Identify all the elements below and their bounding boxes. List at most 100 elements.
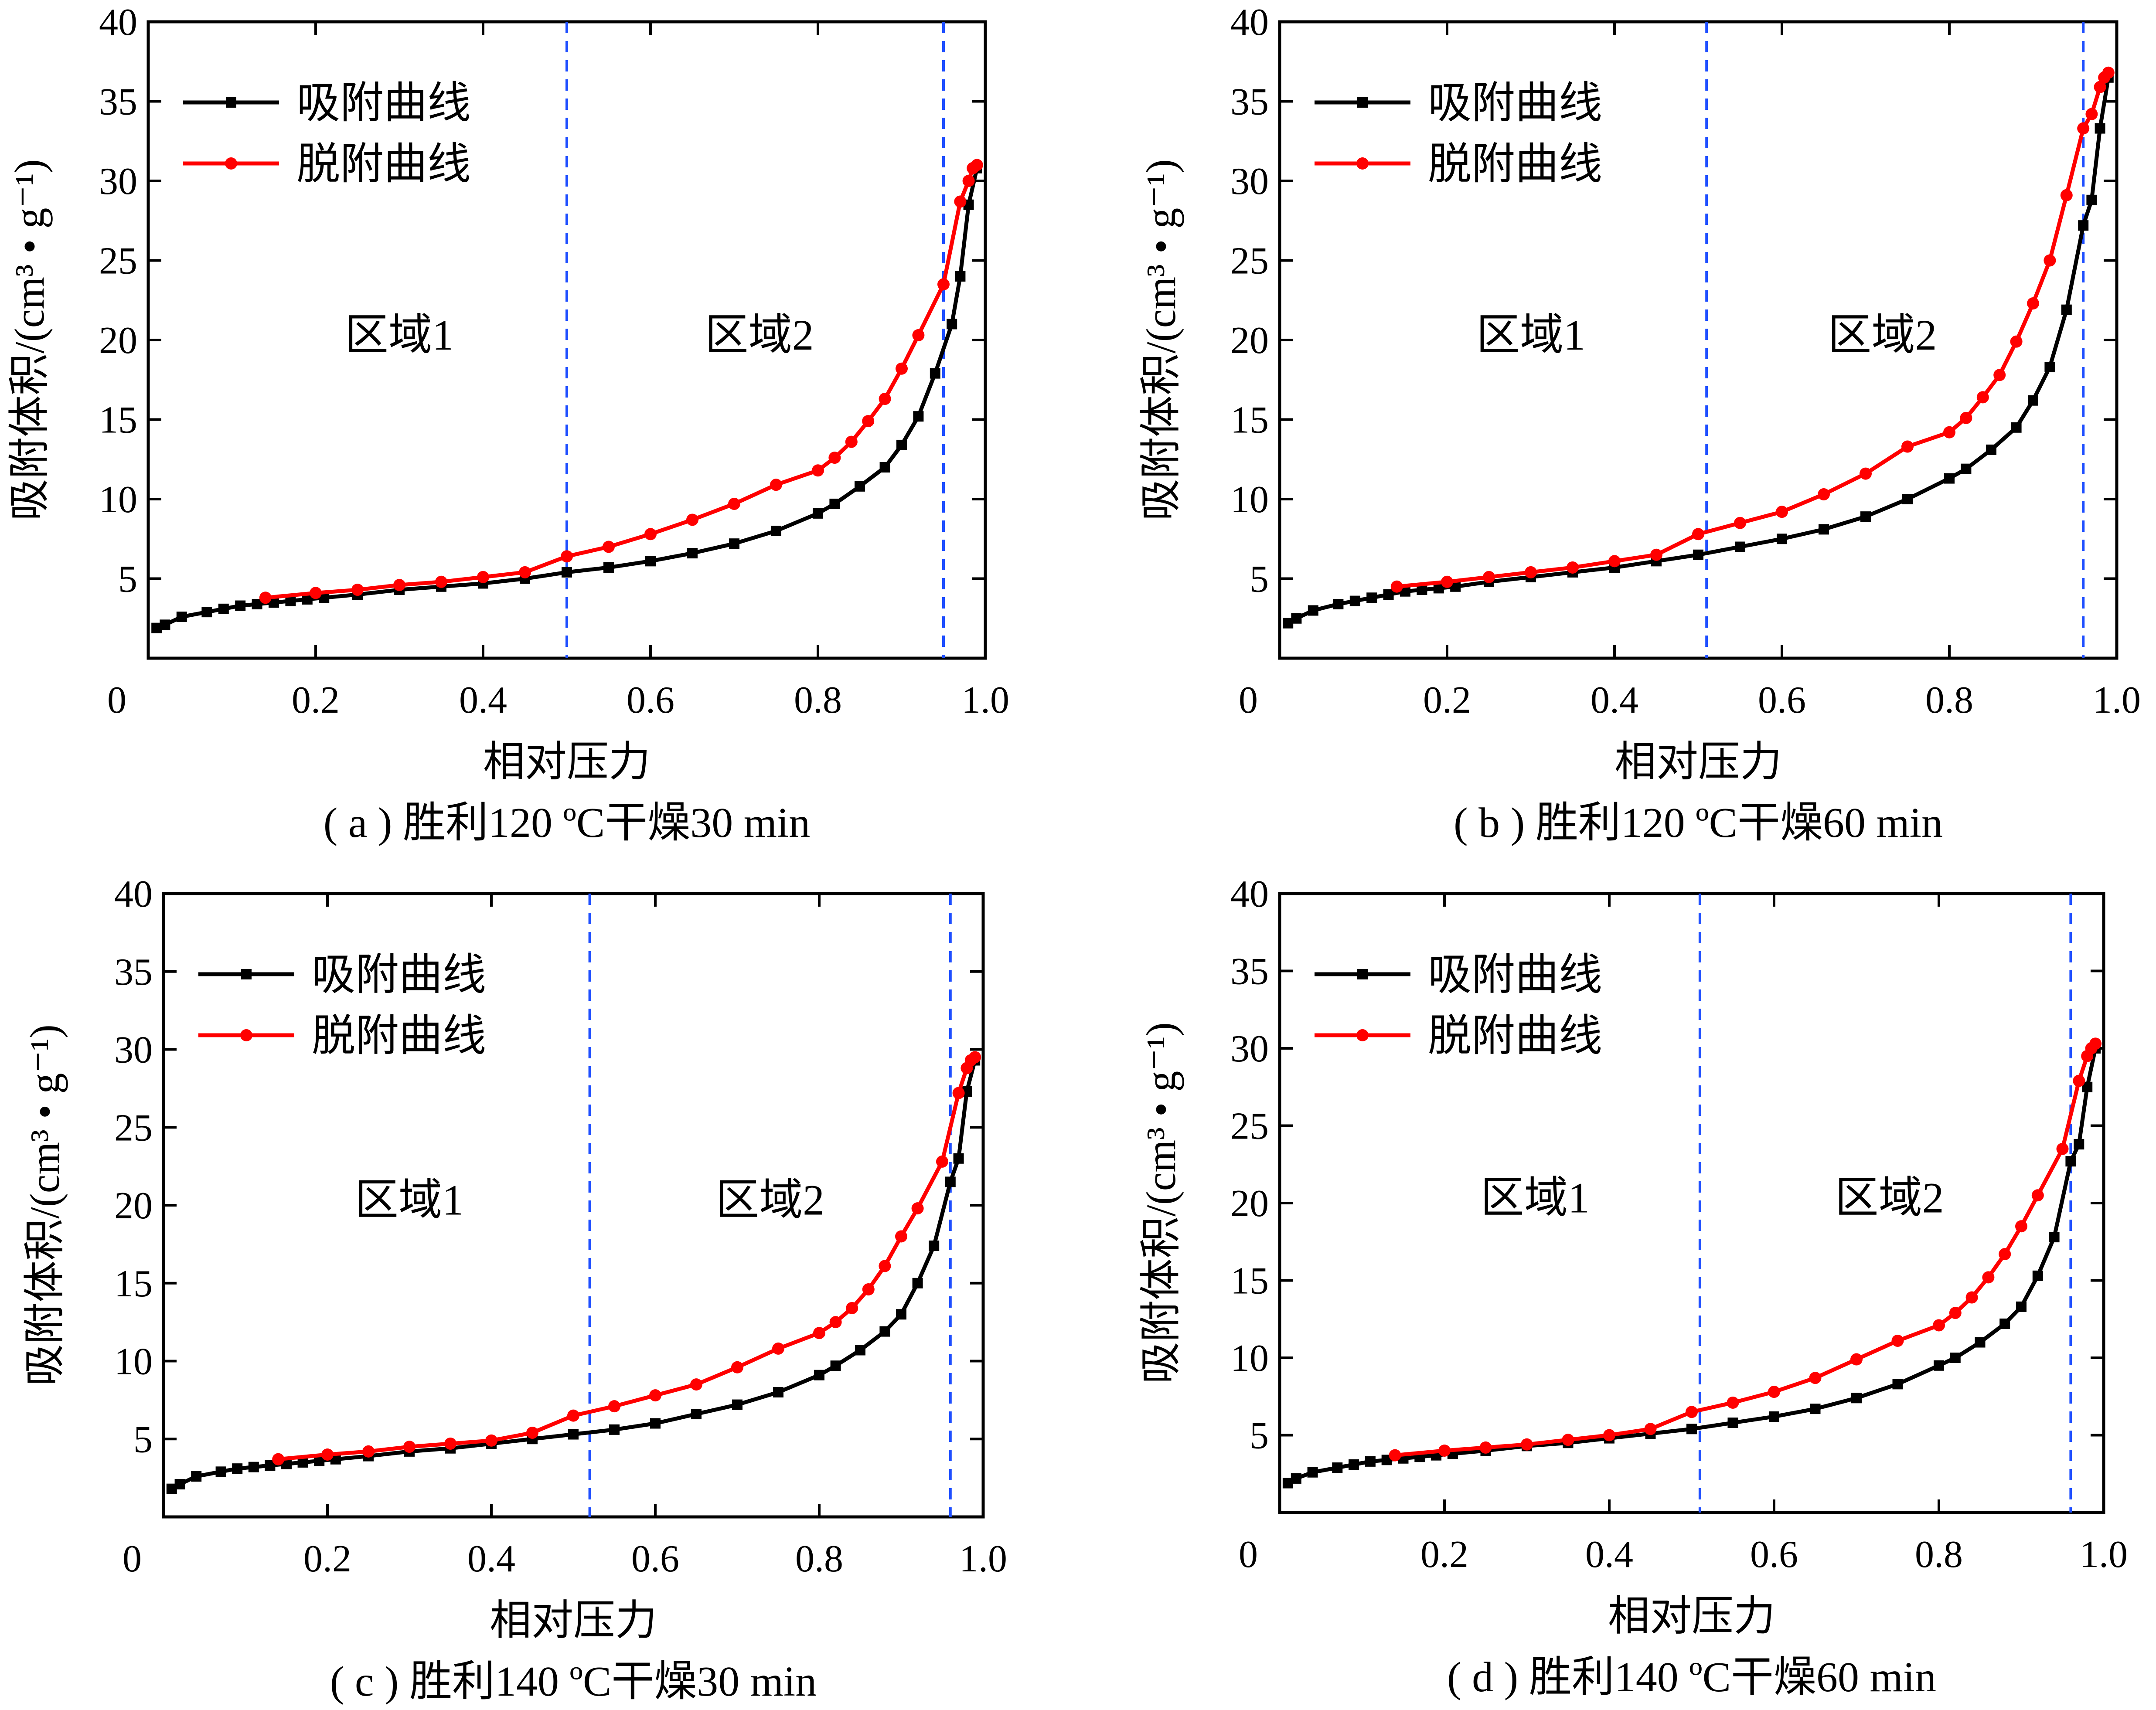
data-point (937, 278, 950, 291)
data-point (1366, 592, 1377, 603)
data-point (174, 1479, 185, 1489)
data-point (855, 1345, 865, 1356)
data-point (1986, 444, 1996, 455)
data-point (1525, 566, 1537, 578)
data-point (1810, 1404, 1821, 1414)
data-point (1892, 1379, 1903, 1390)
x-tick-label: 0.2 (303, 1538, 351, 1580)
data-point (813, 1327, 825, 1339)
data-point (960, 1062, 973, 1074)
data-point (1860, 511, 1871, 522)
region-label: 区域2 (1828, 311, 1937, 359)
data-point (2078, 220, 2089, 231)
x-tick-label: 1.0 (2080, 1533, 2128, 1576)
x-tick-label: 0 (123, 1538, 142, 1580)
data-point (259, 592, 272, 604)
series-desorption (1389, 1037, 2102, 1462)
data-point (830, 1360, 841, 1371)
data-point (1307, 1467, 1318, 1478)
y-tick-label: 30 (1230, 160, 1269, 203)
data-point (351, 584, 364, 596)
data-point (235, 600, 246, 611)
data-point (731, 1361, 743, 1373)
data-point (2065, 1156, 2076, 1167)
legend-label-desorption: 脱附曲线 (1428, 1012, 1602, 1060)
x-tick-label: 0.4 (467, 1538, 515, 1580)
data-point (962, 175, 975, 187)
legend-marker-desorption (1356, 1029, 1369, 1041)
x-tick-label: 0.8 (1925, 679, 1973, 721)
data-point (2060, 189, 2073, 201)
x-tick-label: 0 (1239, 1533, 1258, 1576)
data-point (1944, 473, 1955, 484)
data-point (862, 1283, 875, 1296)
data-point (967, 162, 979, 174)
data-point (1333, 598, 1344, 609)
data-point (201, 607, 212, 618)
x-tick-label: 1.0 (2093, 679, 2141, 721)
data-point (2073, 1074, 2085, 1087)
data-point (1608, 555, 1621, 568)
data-point (603, 562, 614, 573)
data-point (1308, 605, 1318, 616)
data-point (191, 1471, 202, 1482)
data-point (1567, 561, 1579, 574)
y-tick-label: 10 (1230, 479, 1269, 521)
legend-marker-adsorption (1357, 969, 1368, 979)
data-point (690, 1378, 702, 1391)
data-point (562, 567, 572, 578)
x-axis-label: 相对压力 (490, 1597, 657, 1644)
data-point (732, 1399, 743, 1410)
data-point (930, 368, 940, 379)
data-point (813, 508, 823, 519)
data-point (1692, 528, 1704, 541)
y-tick-label: 40 (1230, 1, 1269, 44)
data-point (1993, 369, 2006, 381)
data-point (567, 1409, 579, 1422)
data-point (310, 587, 322, 599)
data-point (2031, 1189, 2044, 1202)
data-point (1960, 411, 1972, 424)
y-tick-label: 15 (99, 399, 137, 442)
data-point (1383, 589, 1394, 600)
x-tick-label: 1.0 (959, 1538, 1007, 1580)
data-point (1390, 580, 1403, 593)
data-point (896, 1309, 906, 1320)
data-point (771, 526, 781, 536)
y-tick-label: 40 (114, 873, 153, 915)
x-tick-label: 0.6 (627, 679, 674, 721)
data-point (952, 1087, 965, 1099)
chart-panel-a: 0 0.2 0.4 0.6 0.8 1.0 5 10 15 20 25 30 35 40 相对压力 吸附体积/… (6, 1, 1009, 847)
data-point (1349, 595, 1360, 606)
y-tick-label: 20 (1230, 320, 1269, 362)
plot-frame (1278, 892, 2105, 1514)
data-point (2032, 1270, 2043, 1281)
data-point (846, 1302, 858, 1314)
region-label: 区域1 (1481, 1173, 1590, 1222)
data-point (953, 1153, 964, 1164)
data-point (2077, 122, 2090, 135)
data-point (1950, 1353, 1961, 1363)
x-tick-label: 0 (1239, 679, 1258, 721)
data-point (218, 603, 229, 614)
legend-label-adsorption: 吸附曲线 (312, 951, 486, 999)
series-line (265, 163, 978, 600)
data-point (1693, 549, 1703, 560)
data-point (2074, 1139, 2084, 1150)
data-point (568, 1429, 579, 1440)
data-point (1349, 1459, 1359, 1470)
region-label: 区域1 (355, 1176, 464, 1224)
data-point (1479, 1441, 1492, 1454)
data-point (477, 571, 489, 583)
data-point (321, 1448, 334, 1461)
data-point (1818, 488, 1830, 501)
data-point (812, 464, 824, 477)
data-point (1291, 1473, 1301, 1484)
data-point (526, 1426, 538, 1439)
series-desorption (259, 159, 983, 604)
data-point (2081, 1050, 2094, 1062)
data-point (691, 1409, 702, 1420)
data-point (828, 452, 841, 464)
series-line (1395, 1042, 2097, 1458)
